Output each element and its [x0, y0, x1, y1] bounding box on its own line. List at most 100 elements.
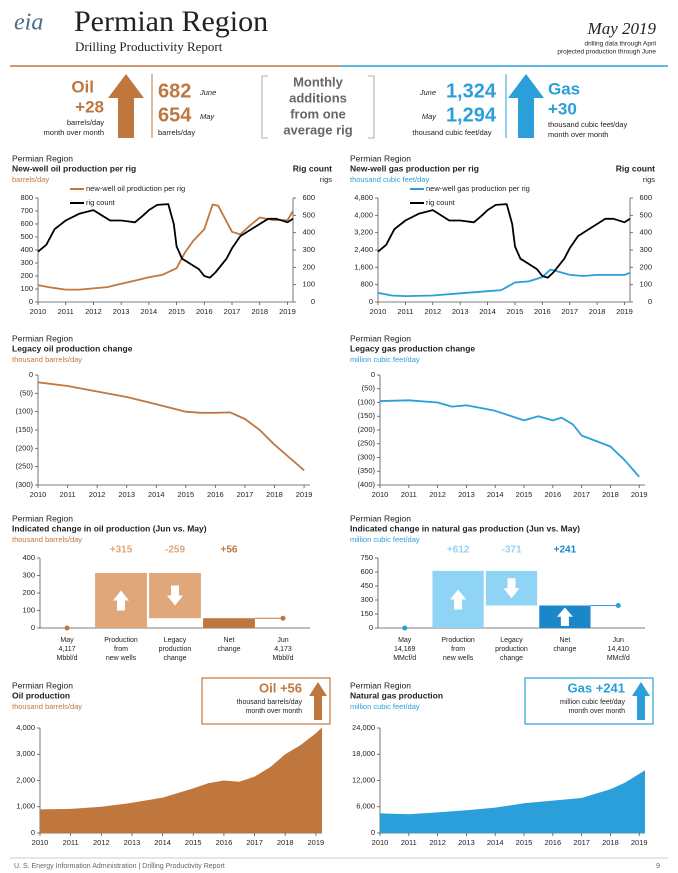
category-label: production — [495, 646, 528, 653]
june-label: June — [419, 88, 436, 97]
y-axis-unit: million cubic feet/day — [350, 702, 420, 711]
x-tick-label: 2014 — [479, 307, 496, 316]
may-label: May — [422, 112, 437, 121]
y-axis-unit: million cubic feet/day — [350, 535, 420, 544]
middle-text: from one — [290, 106, 346, 121]
x-tick-label: 2013 — [118, 490, 135, 499]
category-label: Mbbl/d — [56, 655, 77, 662]
y-tick-label: 0 — [371, 370, 375, 379]
category-label: change — [553, 646, 576, 653]
marker — [64, 625, 70, 631]
data-line — [37, 203, 294, 279]
footer-text: U. S. Energy Information Administration … — [14, 863, 225, 870]
y-tick-label: (50) — [20, 388, 34, 397]
callout-box — [201, 677, 331, 725]
y2-tick-label: 100 — [302, 280, 315, 289]
middle-text: Monthly — [293, 74, 344, 89]
callout-arrow — [632, 682, 650, 720]
y-tick-label: 0 — [31, 828, 35, 837]
callout-box — [524, 677, 654, 725]
y-tick-label: 0 — [369, 623, 373, 632]
chart-region: Permian Region — [350, 153, 411, 163]
category-label: 4,117 — [59, 646, 76, 653]
x-tick-label: 2015 — [185, 838, 202, 847]
legend-label: rig count — [426, 198, 456, 207]
oil-period: month over month — [44, 128, 104, 137]
x-tick-label: 2018 — [602, 490, 619, 499]
data-label: -259 — [165, 545, 185, 556]
page-number: 9 — [656, 863, 660, 870]
category-label: change — [500, 655, 523, 662]
bar-arrow — [556, 607, 573, 626]
data-line — [379, 399, 640, 478]
bar-arrow — [503, 578, 520, 599]
y-axis-unit: thousand barrels/day — [12, 355, 82, 364]
category-label: May — [398, 637, 412, 644]
category-label: production — [159, 646, 192, 653]
category-label: Jun — [277, 637, 288, 644]
y-tick-label: (50) — [362, 384, 376, 393]
data-line — [377, 268, 631, 297]
chart-region: Permian Region — [350, 680, 411, 690]
y2-tick-label: 400 — [639, 228, 652, 237]
middle-text: additions — [289, 90, 347, 105]
y-tick-label: 200 — [20, 271, 33, 280]
y2-tick-label: 600 — [639, 193, 652, 202]
bracket — [261, 75, 268, 139]
y-tick-label: 400 — [20, 245, 33, 254]
data-label: +56 — [221, 545, 238, 556]
chart-title: New-well gas production per rig — [350, 163, 479, 173]
category-label: Net — [224, 637, 235, 644]
y2-axis-title: Rig count — [616, 163, 655, 173]
y-tick-label: 500 — [20, 232, 33, 241]
y-axis-unit: thousand barrels/day — [12, 702, 82, 711]
category-label: change — [218, 646, 241, 653]
x-tick-label: 2016 — [544, 490, 561, 499]
x-tick-label: 2010 — [370, 307, 387, 316]
x-tick-label: 2014 — [154, 838, 171, 847]
y2-tick-label: 400 — [302, 228, 315, 237]
x-tick-label: 2017 — [561, 307, 578, 316]
middle-text: average rig — [283, 122, 352, 137]
x-tick-label: 2013 — [452, 307, 469, 316]
chart-title: Legacy oil production change — [12, 343, 133, 353]
y-tick-label: 0 — [31, 623, 35, 632]
chart-region: Permian Region — [12, 153, 73, 163]
up-arrow — [508, 74, 544, 138]
category-label: Legacy — [500, 637, 523, 644]
y2-tick-label: 0 — [648, 297, 652, 306]
x-tick-label: 2012 — [424, 307, 441, 316]
category-label: new wells — [106, 655, 137, 662]
y2-axis-title: Rig count — [293, 163, 332, 173]
data-label: +315 — [110, 545, 133, 556]
x-tick-label: 2018 — [602, 838, 619, 847]
x-tick-label: 2014 — [487, 490, 504, 499]
chart-region: Permian Region — [350, 513, 411, 523]
x-tick-label: 2019 — [296, 490, 313, 499]
x-tick-label: 2012 — [89, 490, 106, 499]
y-tick-label: 3,200 — [354, 228, 373, 237]
x-tick-label: 2014 — [141, 307, 158, 316]
category-label: 4,173 — [274, 646, 292, 653]
y-tick-label: (200) — [357, 425, 375, 434]
category-label: MMcf/d — [607, 655, 630, 662]
category-label: Jun — [613, 637, 624, 644]
y2-tick-label: 600 — [302, 193, 315, 202]
x-tick-label: 2016 — [544, 838, 561, 847]
y-tick-label: (250) — [357, 439, 375, 448]
x-tick-label: 2012 — [85, 307, 102, 316]
y-tick-label: 0 — [29, 370, 33, 379]
data-line — [377, 203, 631, 279]
y-tick-label: 4,000 — [354, 210, 373, 219]
x-tick-label: 2015 — [516, 838, 533, 847]
y-tick-label: (100) — [357, 397, 375, 406]
y-tick-label: (150) — [357, 411, 375, 420]
x-tick-label: 2013 — [124, 838, 141, 847]
may-label: May — [200, 112, 215, 121]
y2-tick-label: 200 — [639, 262, 652, 271]
data-label: -371 — [501, 545, 521, 556]
y-tick-label: 450 — [360, 581, 373, 590]
x-tick-label: 2012 — [429, 490, 446, 499]
y-axis-unit: thousand barrels/day — [12, 535, 82, 544]
y-tick-label: 800 — [20, 193, 33, 202]
